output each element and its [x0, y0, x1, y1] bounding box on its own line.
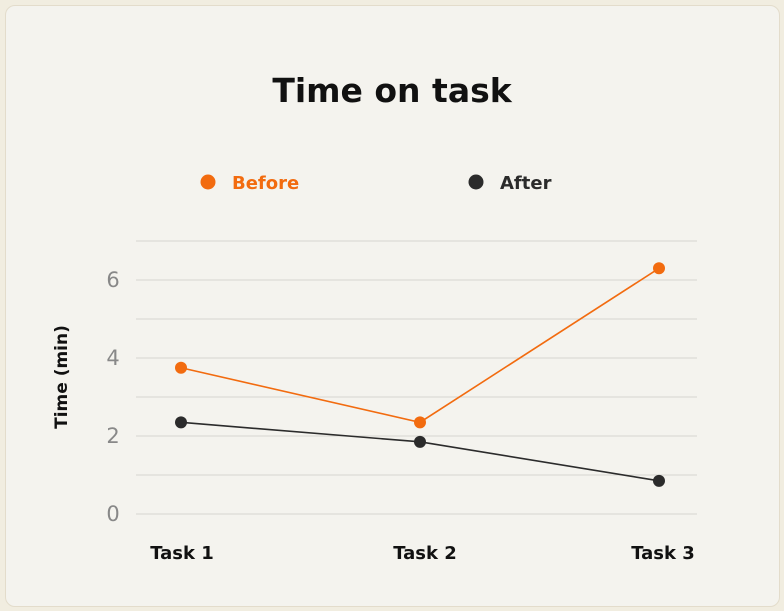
legend-label-after: After	[500, 173, 552, 194]
data-point-after	[175, 416, 187, 429]
data-point-before	[175, 361, 187, 374]
y-tick-label: 4	[106, 346, 119, 370]
data-point-before	[414, 416, 426, 429]
y-axis-label: Time (min)	[52, 325, 72, 429]
series-line-before	[180, 267, 660, 424]
x-tick-label: Task 3	[631, 543, 695, 564]
legend-marker-before	[200, 174, 216, 190]
legend-marker-after	[468, 174, 484, 190]
series-after	[175, 416, 665, 487]
data-point-after	[414, 435, 426, 448]
y-axis-ticks: 0 2 4 6	[106, 268, 119, 526]
y-tick-label: 6	[106, 268, 119, 292]
y-tick-label: 0	[106, 502, 119, 526]
chart-card	[5, 5, 780, 607]
data-point-after	[653, 474, 665, 487]
legend: Before After	[200, 173, 552, 194]
series-line-after	[180, 421, 660, 482]
x-axis-ticks: Task 1 Task 2 Task 3	[150, 543, 695, 564]
y-tick-label: 2	[106, 424, 119, 448]
data-series	[175, 262, 665, 487]
x-tick-label: Task 1	[150, 543, 214, 564]
series-before	[175, 262, 665, 429]
legend-label-before: Before	[232, 173, 299, 194]
data-point-before	[653, 262, 665, 275]
gridlines	[136, 240, 697, 515]
chart-title: Time on task	[272, 71, 512, 110]
x-tick-label: Task 2	[393, 543, 457, 564]
